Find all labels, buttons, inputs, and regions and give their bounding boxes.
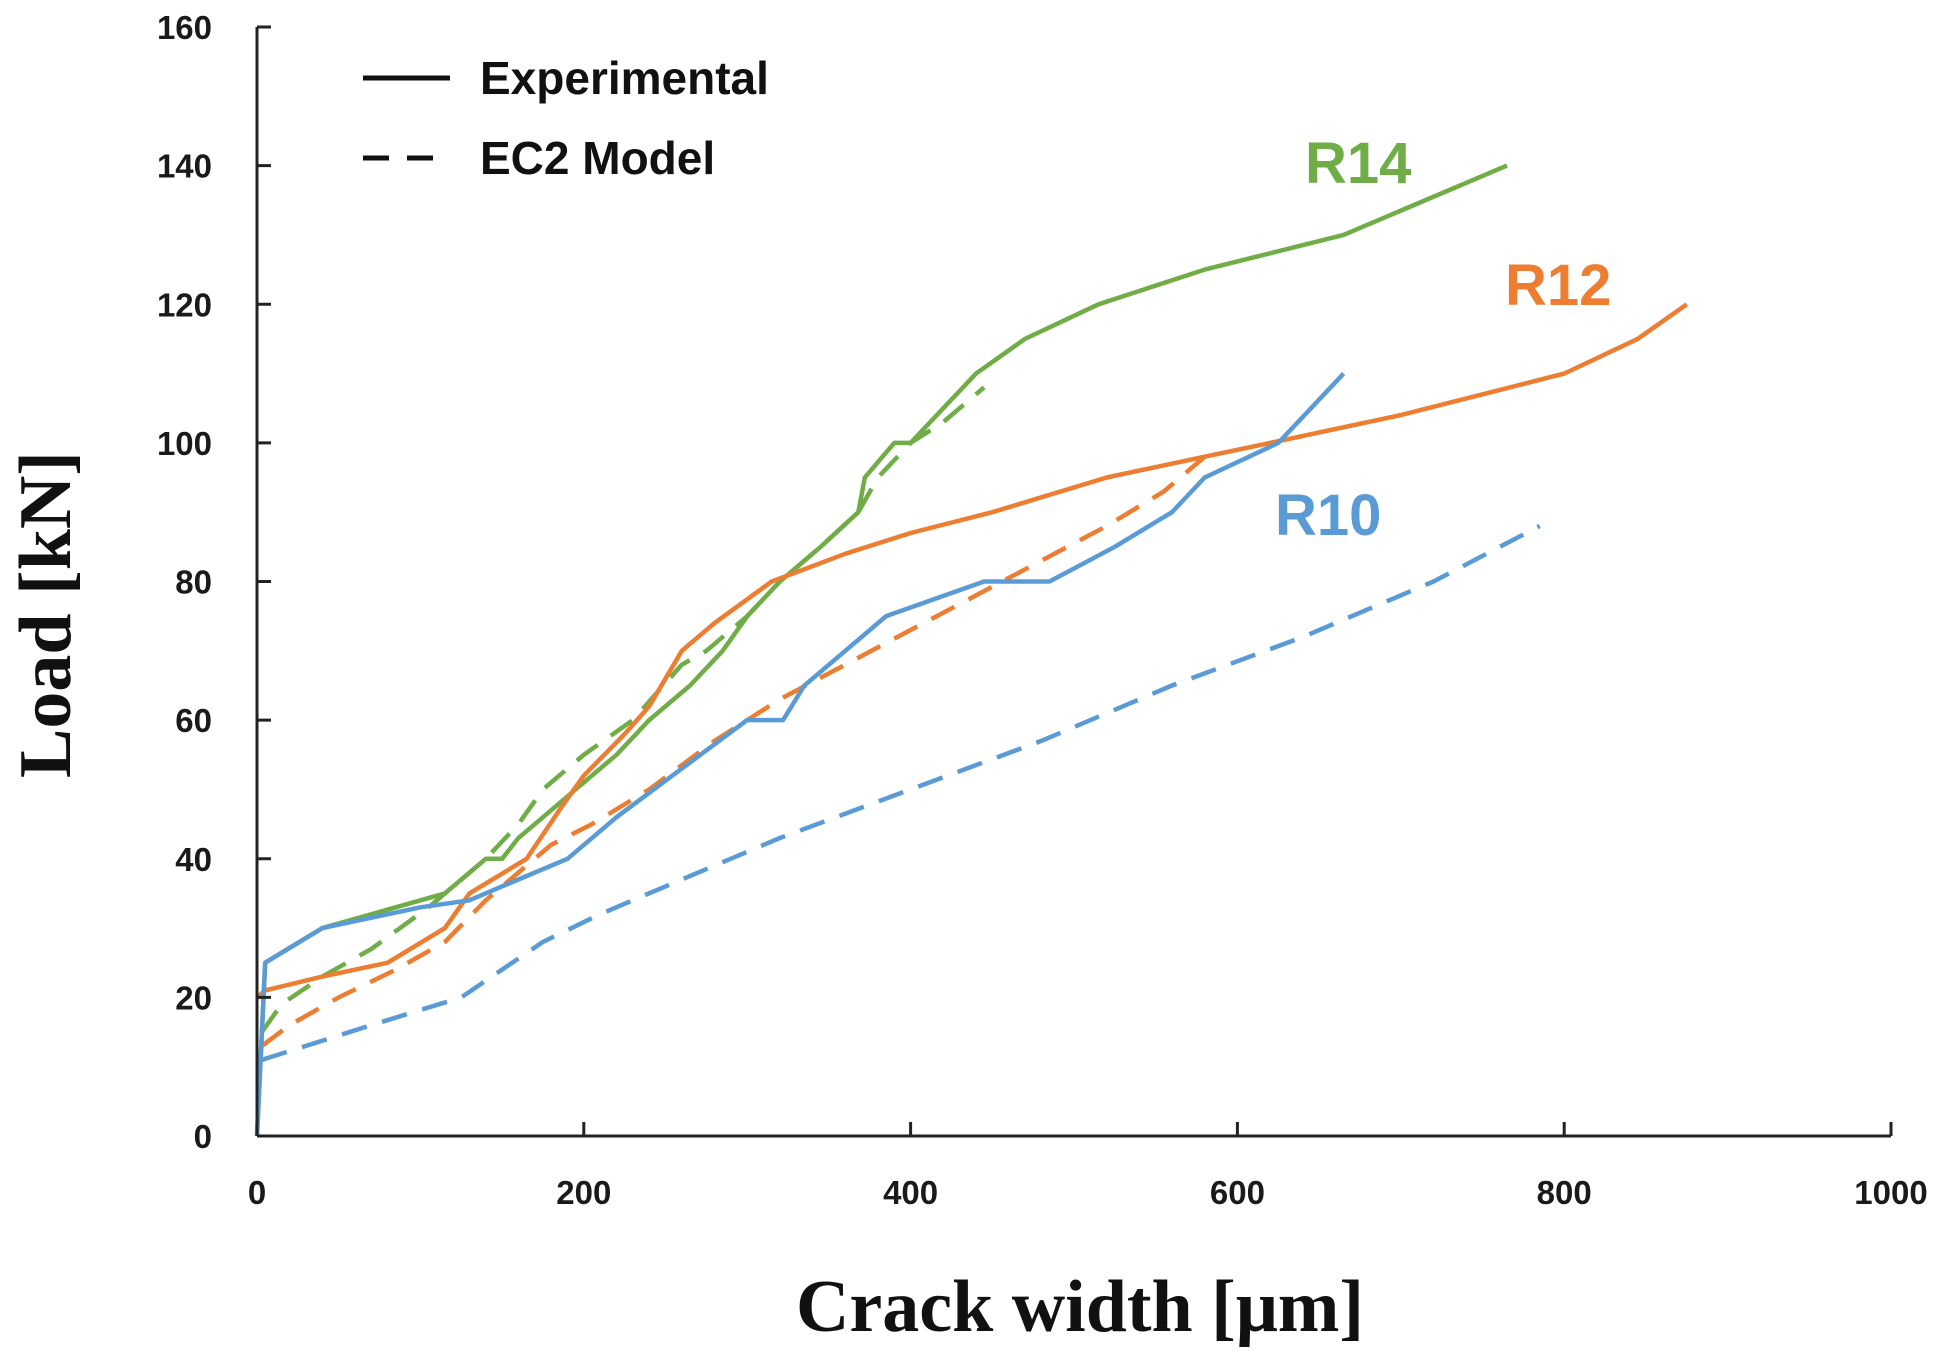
y-tick-label-20: 20 — [175, 979, 212, 1016]
y-tick-label-160: 160 — [157, 9, 212, 46]
series-label-r14: R14 — [1305, 131, 1411, 196]
y-axis-title: Load [kN] — [5, 451, 87, 778]
series-line-r12-ec2-model — [260, 448, 1215, 1048]
x-tick-label-800: 800 — [1537, 1174, 1592, 1211]
y-tick-label-80: 80 — [175, 564, 212, 601]
series-line-r12-experimental — [255, 302, 1689, 1000]
legend-label-experimental: Experimental — [480, 52, 769, 104]
x-tick-label-400: 400 — [883, 1174, 938, 1211]
y-tick-label-0: 0 — [194, 1118, 212, 1155]
x-tick-label-1000: 1000 — [1854, 1174, 1927, 1211]
y-tick-label-100: 100 — [157, 425, 212, 462]
series-layer — [254, 163, 1689, 1137]
x-axis-title: Crack width [μm] — [796, 1266, 1364, 1348]
series-label-r10: R10 — [1275, 483, 1381, 548]
series-labels: R14 R12 R10 — [1275, 131, 1611, 548]
series-line-r10-experimental — [254, 372, 1346, 1137]
legend: Experimental EC2 Model — [363, 52, 769, 184]
series-line-r14-ec2-model — [260, 385, 986, 1034]
axis-titles: Crack width [μm] Load [kN] — [5, 451, 1364, 1348]
x-tick-label-0: 0 — [248, 1174, 266, 1211]
series-line-r10-ec2-model — [261, 524, 1541, 1062]
y-tick-label-40: 40 — [175, 841, 212, 878]
y-tick-label-60: 60 — [175, 702, 212, 739]
axes-layer: 0 20 40 60 80 100 120 140 160 0 200 400 600 800 1000 — [157, 9, 1928, 1211]
y-tick-label-120: 120 — [157, 286, 212, 323]
legend-label-ec2-model: EC2 Model — [480, 132, 715, 184]
series-line-r14-experimental — [254, 163, 1508, 1137]
series-label-r12: R12 — [1505, 253, 1611, 318]
x-tick-label-200: 200 — [556, 1174, 611, 1211]
y-tick-label-140: 140 — [157, 148, 212, 185]
x-tick-label-600: 600 — [1210, 1174, 1265, 1211]
